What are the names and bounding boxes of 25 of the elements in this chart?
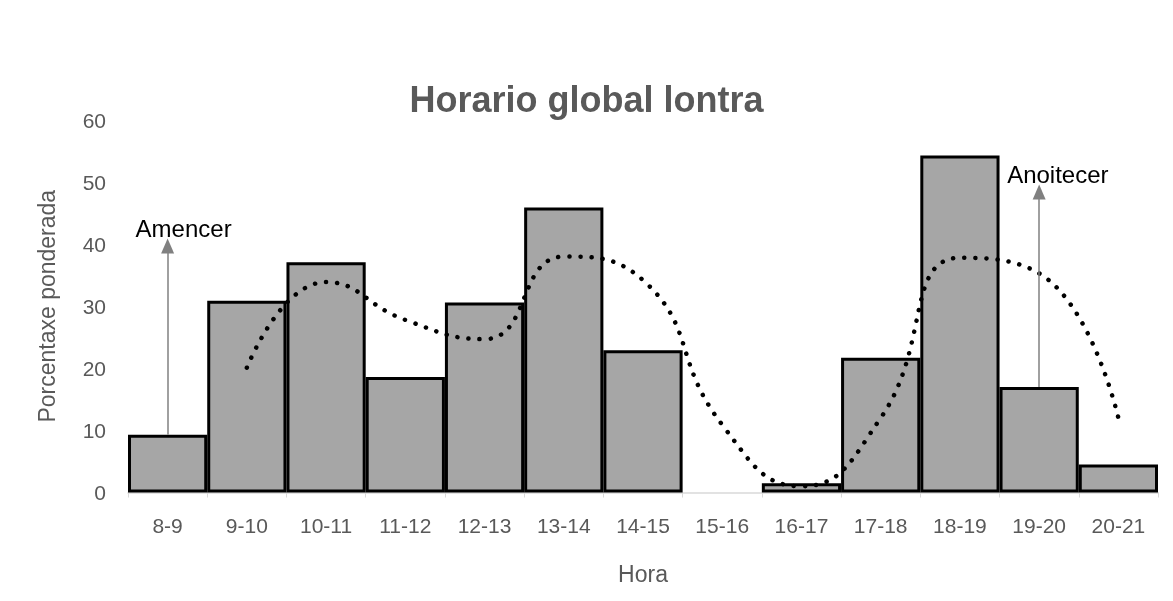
annotation: Anoitecer	[1007, 160, 1109, 188]
y-tick-label: 10	[82, 418, 106, 442]
y-tick-label: 30	[82, 294, 106, 318]
chart-title: Horario global lontra	[409, 78, 765, 120]
x-tick-label: 11-12	[379, 513, 432, 537]
x-tick-label: 20-21	[1091, 513, 1146, 537]
x-tick-label: 9-10	[225, 513, 268, 537]
y-tick-label: 20	[82, 356, 106, 380]
x-tick-label: 16-17	[774, 513, 829, 537]
x-tick-label: 17-18	[853, 513, 908, 537]
x-tick-label: 8-9	[152, 513, 183, 537]
y-tick-label: 60	[82, 108, 106, 132]
y-axis-title: Porcentaxe ponderada	[33, 189, 60, 423]
y-tick-label: 40	[82, 232, 106, 256]
x-tick-label: 15-16	[695, 513, 750, 537]
x-tick-label: 13-14	[536, 513, 591, 537]
y-tick-label: 0	[94, 481, 106, 504]
x-axis-title: Hora	[618, 561, 669, 587]
x-tick-label: 18-19	[933, 513, 987, 537]
x-tick-label: 10-11	[300, 513, 353, 537]
x-tick-label: 19-20	[1012, 513, 1067, 537]
x-tick-label: 12-13	[457, 513, 512, 537]
y-tick-label: 50	[82, 170, 106, 194]
annotation: Amencer	[135, 214, 232, 242]
x-tick-label: 14-15	[616, 513, 670, 537]
